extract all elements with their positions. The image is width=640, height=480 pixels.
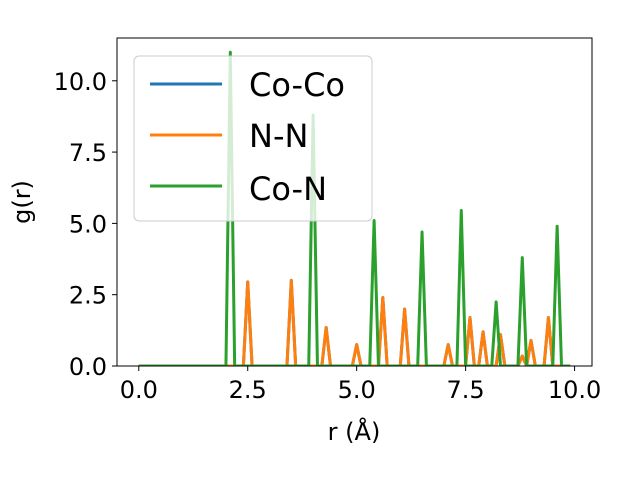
y-tick-label: 10.0	[54, 68, 107, 96]
x-tick-label: 10.0	[548, 376, 601, 404]
legend-label-co-n: Co-N	[249, 170, 327, 208]
legend: Co-Co N-N Co-N	[133, 55, 373, 222]
legend-label-co-co: Co-Co	[249, 66, 345, 104]
x-tick-label: 7.5	[447, 376, 485, 404]
x-tick-label: 2.5	[229, 376, 267, 404]
series-layer	[138, 50, 571, 366]
x-tick-label: 0.0	[120, 376, 158, 404]
y-axis-label: g(r)	[8, 180, 36, 224]
y-tick-label: 5.0	[69, 210, 107, 238]
y-tick-label: 2.5	[69, 282, 107, 310]
series-line-n-n	[138, 278, 571, 366]
series-line-co-n	[138, 50, 571, 366]
y-tick-label: 7.5	[69, 139, 107, 167]
x-tick-label: 5.0	[338, 376, 376, 404]
legend-box	[133, 55, 373, 222]
legend-label-n-n: N-N	[249, 117, 308, 155]
plot-frame	[116, 37, 593, 367]
y-ticks: 0.0 2.5 5.0 7.5 10.0	[54, 68, 117, 381]
x-ticks: 0.0 2.5 5.0 7.5 10.0	[120, 366, 601, 404]
x-axis-label: r (Å)	[328, 417, 381, 446]
y-tick-label: 0.0	[69, 353, 107, 381]
